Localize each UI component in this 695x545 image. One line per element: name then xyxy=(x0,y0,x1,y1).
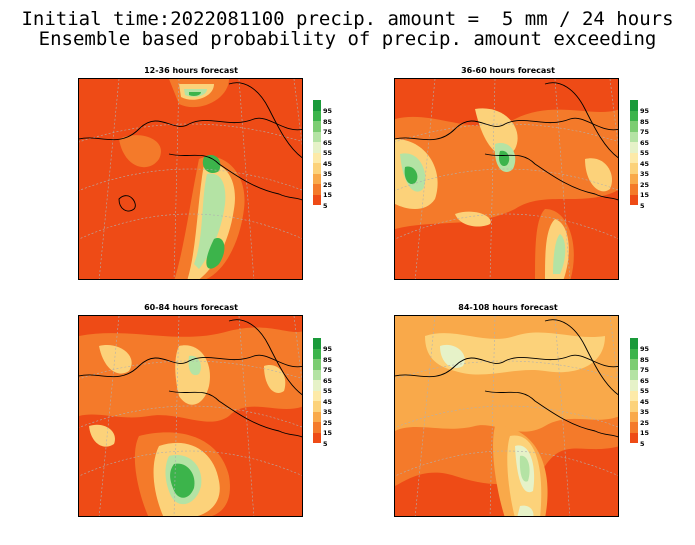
map-panel-3 xyxy=(78,315,303,517)
colorbar-4 xyxy=(630,338,638,443)
panel-title-4: 84-108 hours forecast xyxy=(458,303,558,312)
colorbar-2 xyxy=(630,100,638,205)
colorbar-labels-4: 95 85 75 65 55 45 35 25 15 5 xyxy=(640,345,650,448)
colorbar-labels-1: 95 85 75 65 55 45 35 25 15 5 xyxy=(323,107,333,210)
colorbar-labels-2: 95 85 75 65 55 45 35 25 15 5 xyxy=(640,107,650,210)
chart-title-line2: Ensemble based probability of precip. am… xyxy=(38,28,657,50)
colorbar-labels-3: 95 85 75 65 55 45 35 25 15 5 xyxy=(323,345,333,448)
panel-title-1: 12-36 hours forecast xyxy=(144,66,238,75)
map-panel-2 xyxy=(394,78,619,280)
panel-title-2: 36-60 hours forecast xyxy=(461,66,555,75)
colorbar-3 xyxy=(313,338,321,443)
chart-title-line1: Initial time:2022081100 precip. amount =… xyxy=(21,8,674,30)
map-panel-4 xyxy=(394,315,619,517)
panel-title-3: 60-84 hours forecast xyxy=(144,303,238,312)
colorbar-1 xyxy=(313,100,321,205)
map-panel-1 xyxy=(78,78,303,280)
